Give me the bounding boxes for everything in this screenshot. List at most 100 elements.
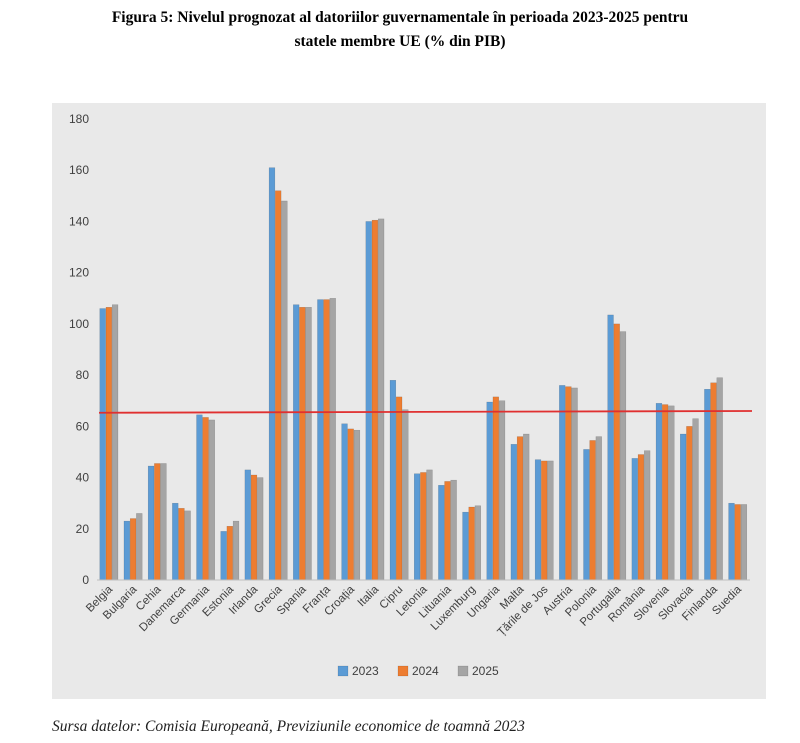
bar-2025-14 [450, 479, 457, 581]
y-tick-label: 160 [69, 163, 89, 177]
bar-2023-14 [438, 485, 445, 581]
bar-2025-9 [329, 298, 336, 581]
bar-2025-7 [281, 200, 288, 581]
bar-2025-17 [523, 433, 530, 581]
legend-swatch-2025 [457, 665, 469, 677]
bar-2024-5 [226, 526, 233, 581]
bar-2024-9 [323, 299, 330, 581]
bar-2024-7 [275, 190, 282, 581]
bar-2025-1 [136, 513, 143, 581]
y-tick-label: 180 [69, 112, 89, 126]
bar-2024-24 [686, 426, 693, 581]
bar-2023-6 [244, 469, 251, 581]
bar-2025-20 [595, 436, 602, 581]
chart-area: 0 20 40 60 80 100 120 140 160 180 Belgia Bulgaria Ce… [52, 103, 766, 699]
bar-chart: 020406080100120140160180BelgiaBulgariaCe… [69, 112, 753, 678]
bar-2024-16 [492, 396, 499, 581]
bar-2025-18 [547, 460, 554, 581]
bar-2023-25 [704, 389, 711, 581]
bar-2023-23 [655, 403, 663, 581]
bar-2024-2 [154, 463, 161, 581]
y-tick-label: 140 [69, 214, 89, 228]
bar-2024-8 [299, 307, 306, 581]
figure-title-line-1: Figura 5: Nivelul prognozat al datoriilo… [111, 9, 689, 26]
bar-2024-18 [541, 460, 548, 581]
bar-2023-19 [559, 385, 566, 581]
bar-2024-3 [178, 508, 185, 581]
bar-2025-0 [111, 304, 119, 581]
bar-2023-2 [147, 465, 155, 581]
bar-2024-23 [662, 404, 669, 581]
y-tick-label: 0 [82, 573, 89, 587]
bar-2023-4 [196, 414, 203, 581]
bar-2023-17 [510, 444, 517, 581]
bar-2025-12 [402, 409, 409, 581]
bar-2025-3 [184, 510, 191, 581]
legend-swatch-2024 [397, 665, 409, 677]
bar-2024-14 [444, 481, 451, 581]
legend-label-2025: 2025 [472, 664, 499, 678]
bar-2025-15 [474, 505, 481, 581]
figure-title-line-2: statele membre UE (% din PIB) [294, 33, 506, 50]
bar-2024-13 [420, 472, 427, 581]
bar-2025-23 [668, 405, 675, 581]
y-tick-label: 100 [69, 317, 89, 331]
bar-2023-13 [414, 473, 421, 581]
bar-2023-21 [607, 314, 614, 581]
bar-2025-11 [378, 218, 385, 581]
bar-2024-26 [734, 504, 741, 581]
bar-2025-21 [619, 331, 627, 581]
y-tick-label: 20 [76, 522, 90, 536]
legend-swatch-2023 [337, 665, 349, 677]
legend-label-2023: 2023 [352, 664, 379, 678]
bar-2024-0 [105, 307, 112, 581]
source-note: Sursa datelor: Comisia Europeană, Previz… [52, 718, 525, 735]
bar-2023-7 [268, 167, 276, 581]
bar-2023-16 [486, 401, 493, 581]
bar-2025-8 [305, 307, 312, 581]
bar-2023-24 [680, 433, 687, 581]
bar-2025-4 [208, 419, 215, 581]
bar-2024-1 [129, 518, 137, 581]
y-tick-label: 60 [76, 419, 90, 433]
bar-2023-26 [728, 502, 735, 581]
bar-2023-15 [462, 511, 469, 581]
y-tick-label: 120 [69, 266, 89, 280]
bar-2025-24 [692, 418, 699, 581]
bar-2023-3 [172, 502, 179, 581]
bar-2023-20 [583, 449, 590, 581]
bar-2023-18 [534, 459, 542, 581]
bar-2024-22 [637, 454, 645, 581]
bar-2025-25 [716, 377, 723, 581]
bar-2025-10 [353, 429, 361, 581]
bar-2023-11 [365, 221, 372, 581]
reference-line [98, 410, 753, 414]
bar-2024-12 [396, 396, 403, 581]
bar-2025-6 [257, 477, 264, 581]
bar-2024-4 [202, 417, 209, 581]
bar-2024-6 [250, 474, 258, 581]
bar-2023-5 [220, 531, 227, 581]
x-tick-label: Italia [356, 583, 382, 609]
bar-2025-22 [644, 450, 651, 581]
bar-2025-19 [571, 387, 578, 581]
bar-2024-25 [710, 382, 717, 581]
bar-2023-9 [317, 299, 324, 581]
bar-2024-21 [613, 323, 620, 581]
bar-2024-15 [468, 506, 475, 581]
bar-2023-22 [631, 458, 638, 581]
legend-label-2024: 2024 [412, 664, 439, 678]
bar-2023-0 [99, 308, 106, 581]
bar-2024-20 [589, 440, 596, 581]
bar-2023-12 [389, 380, 397, 581]
bar-2023-8 [293, 304, 300, 581]
bar-2024-10 [347, 428, 354, 581]
bar-2025-16 [498, 400, 506, 581]
bar-2023-10 [341, 423, 348, 581]
y-tick-label: 40 [76, 471, 90, 485]
bar-2024-19 [565, 386, 572, 581]
bar-2024-11 [371, 219, 379, 581]
bar-2024-17 [516, 436, 524, 581]
figure-title: Figura 5: Nivelul prognozat al datoriilo… [0, 6, 800, 54]
bar-2025-2 [160, 463, 167, 581]
